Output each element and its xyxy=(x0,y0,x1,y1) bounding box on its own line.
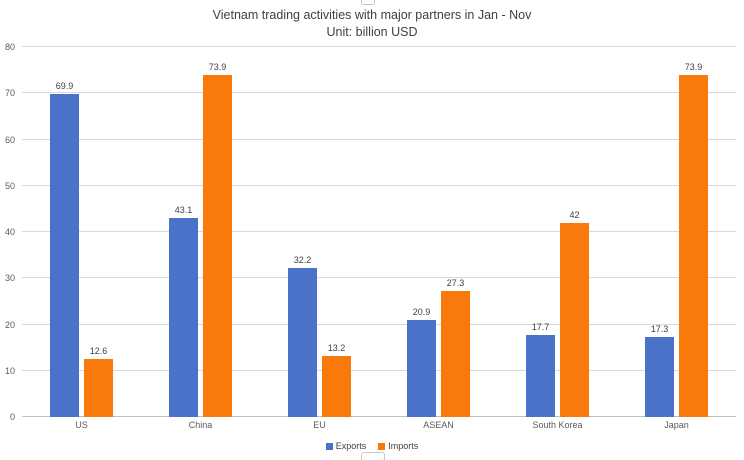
y-tick-label: 0 xyxy=(9,412,15,422)
legend-label-imports: Imports xyxy=(388,441,419,451)
bar-group-asean: 20.9 27.3 xyxy=(379,47,498,417)
bar-group-south-korea: 17.7 42 xyxy=(498,47,617,417)
bar-exports-china: 43.1 xyxy=(169,205,198,417)
x-tick-label-asean: ASEAN xyxy=(423,420,454,430)
x-tick-label-south-korea: South Korea xyxy=(532,420,583,430)
value-label: 73.9 xyxy=(208,62,227,73)
legend-item-exports: Exports xyxy=(325,441,367,451)
bar-exports-asean: 20.9 xyxy=(407,307,436,417)
bars-layer: 69.9 12.6 43.1 73.9 32.2 13.2 20.9 27.3 17.7 42 17… xyxy=(22,47,736,417)
legend-swatch-imports xyxy=(378,442,386,450)
gridline xyxy=(22,231,736,232)
y-tick-label: 10 xyxy=(4,365,15,376)
legend-label-exports: Exports xyxy=(335,441,367,451)
y-tick-label: 70 xyxy=(4,88,15,99)
value-label: 43.1 xyxy=(174,204,193,215)
value-label: 73.9 xyxy=(684,62,703,73)
y-tick-label: 20 xyxy=(4,319,15,330)
value-label: 69.9 xyxy=(55,80,74,91)
y-tick-label: 50 xyxy=(4,180,15,191)
bar-group-eu: 32.2 13.2 xyxy=(260,47,379,417)
bar-exports-eu: 32.2 xyxy=(288,255,317,417)
plot-area: 69.9 12.6 43.1 73.9 32.2 13.2 20.9 27.3 17.7 42 17… xyxy=(22,46,736,417)
y-tick-label: 30 xyxy=(4,273,15,284)
gridline xyxy=(22,369,736,371)
x-tick-label-eu: EU xyxy=(313,420,326,430)
bar-group-china: 43.1 73.9 xyxy=(141,47,260,417)
legend: Exports Imports xyxy=(0,441,744,451)
y-axis-labels: 0 10 20 30 40 50 60 70 80 xyxy=(0,42,15,422)
gridline xyxy=(22,323,736,325)
gridline xyxy=(22,184,736,186)
value-label: 20.9 xyxy=(412,307,431,318)
bar-imports-us: 12.6 xyxy=(84,346,113,417)
x-axis-line xyxy=(22,416,736,417)
bar-imports-eu: 13.2 xyxy=(322,343,351,417)
bar-group-japan: 17.3 73.9 xyxy=(617,47,736,417)
value-label: 27.3 xyxy=(446,277,465,288)
value-label: 42 xyxy=(569,209,580,220)
y-tick-label: 60 xyxy=(4,134,15,145)
value-label: 13.2 xyxy=(327,342,346,353)
gridline xyxy=(22,138,736,140)
bar-imports-south-korea: 42 xyxy=(560,210,589,417)
chart-subtitle: Unit: billion USD xyxy=(326,25,418,39)
value-label: 12.6 xyxy=(89,345,108,356)
legend-swatch-exports xyxy=(325,442,333,450)
bar-imports-asean: 27.3 xyxy=(441,278,470,417)
legend-item-imports: Imports xyxy=(378,441,418,451)
value-label: 17.3 xyxy=(650,324,669,334)
y-tick-label: 40 xyxy=(4,227,15,237)
chart-title-block: Vietnam trading activities with major pa… xyxy=(0,7,744,41)
x-axis-labels: US China EU ASEAN South Korea Japan xyxy=(22,420,736,430)
chart-title: Vietnam trading activities with major pa… xyxy=(212,8,532,22)
value-label: 32.2 xyxy=(293,255,312,266)
bar-exports-japan: 17.3 xyxy=(645,324,674,417)
bar-imports-china: 73.9 xyxy=(203,62,232,417)
x-tick-label-japan: Japan xyxy=(664,420,689,430)
gridline xyxy=(22,277,736,279)
bar-exports-south-korea: 17.7 xyxy=(526,322,555,417)
gridline xyxy=(22,46,736,47)
bar-group-us: 69.9 12.6 xyxy=(22,47,141,417)
resize-handle-bottom[interactable] xyxy=(361,452,385,460)
x-tick-label-china: China xyxy=(188,420,213,430)
value-label: 17.7 xyxy=(531,322,550,333)
resize-handle-top[interactable] xyxy=(361,0,375,5)
bar-imports-japan: 73.9 xyxy=(679,62,708,417)
bar-exports-us: 69.9 xyxy=(50,81,79,417)
y-tick-label: 80 xyxy=(4,42,15,52)
x-tick-label-us: US xyxy=(75,420,88,430)
gridline xyxy=(22,92,736,94)
